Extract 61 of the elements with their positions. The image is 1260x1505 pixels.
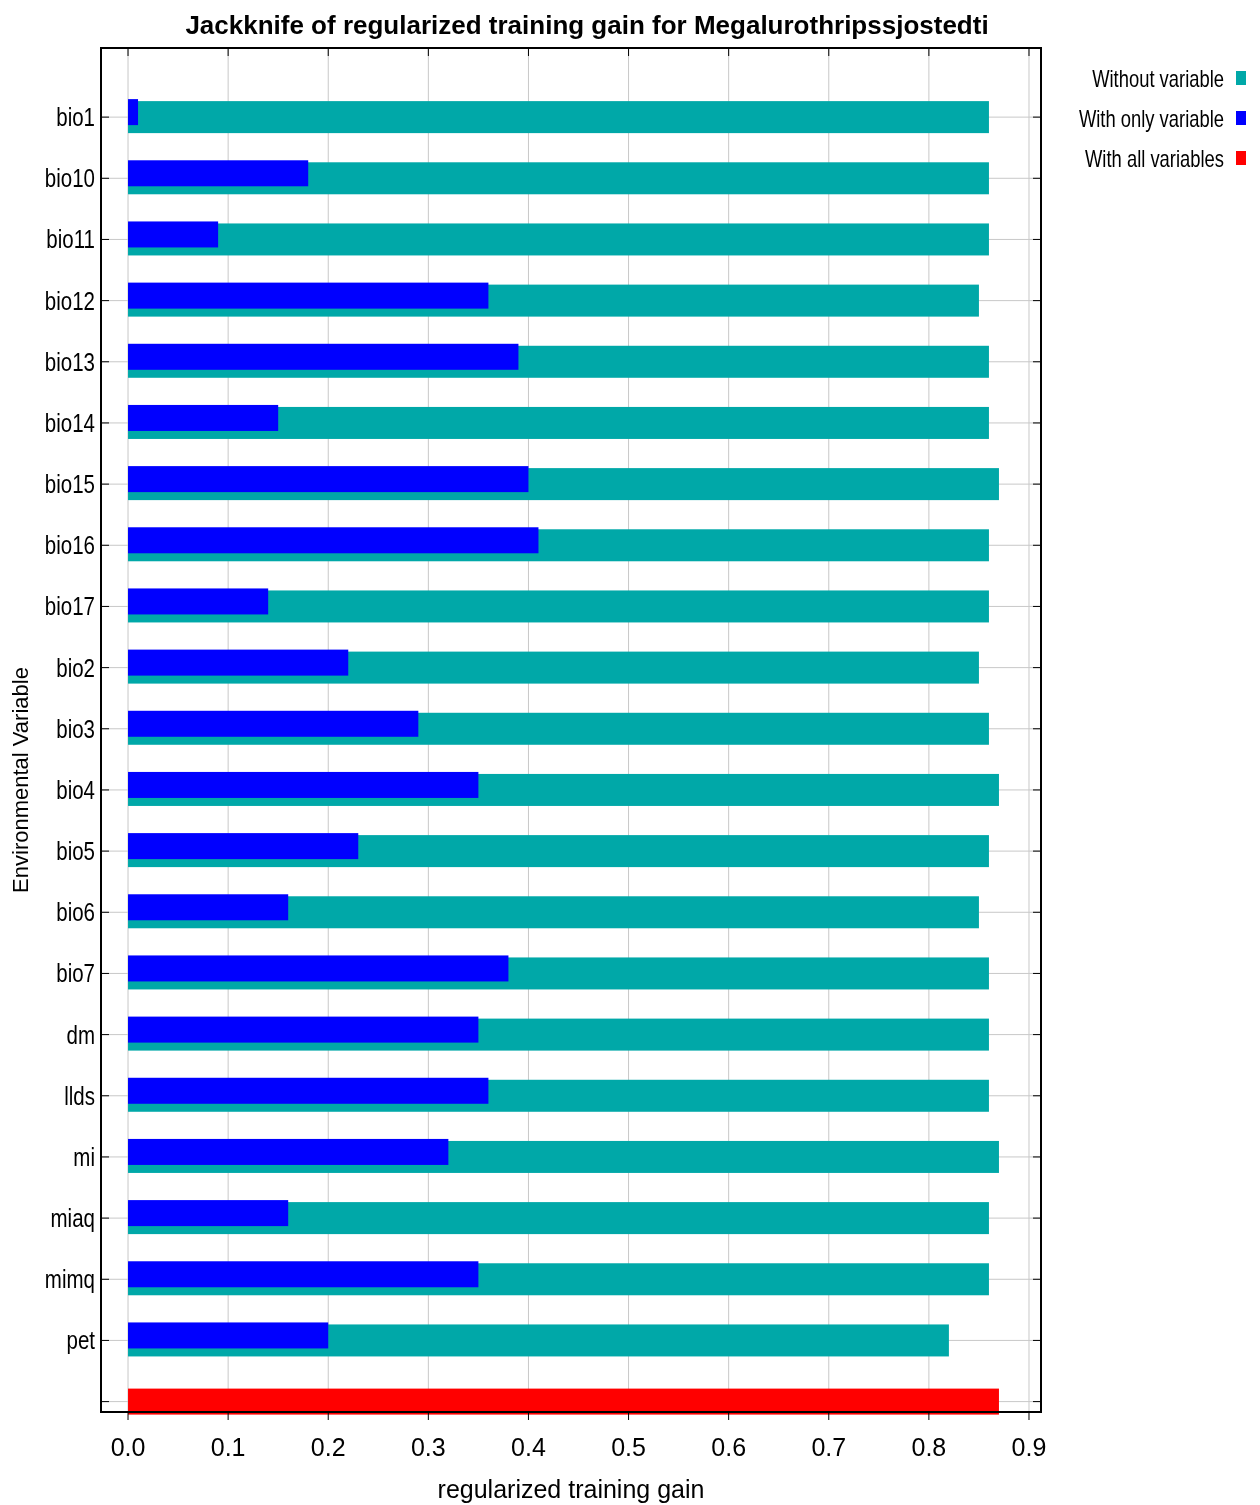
x-tick-label: 0.6 xyxy=(711,1433,747,1461)
y-tick-label: bio3 xyxy=(56,714,95,744)
y-axis-title: Environmental Variable xyxy=(8,667,33,893)
bar xyxy=(128,833,359,860)
bar xyxy=(128,1200,289,1227)
bar xyxy=(128,894,289,921)
legend-label: Without variable xyxy=(1092,66,1224,92)
x-tick-label: 0.2 xyxy=(310,1433,346,1461)
bar xyxy=(128,771,479,798)
bar xyxy=(128,649,349,676)
bar xyxy=(128,955,509,982)
bar xyxy=(128,223,989,256)
bar xyxy=(128,527,539,554)
y-tick-label: bio12 xyxy=(44,286,95,316)
y-tick-label: bio6 xyxy=(56,898,95,927)
y-tick-label: bio2 xyxy=(56,653,95,683)
bar xyxy=(128,1077,489,1104)
y-tick-label: mimq xyxy=(44,1265,95,1294)
legend-label: With all variables xyxy=(1085,146,1224,172)
x-tick-label: 0.7 xyxy=(811,1433,847,1461)
bar xyxy=(128,221,219,248)
x-axis-title: regularized training gain xyxy=(437,1475,705,1503)
x-tick-label: 0.4 xyxy=(511,1433,546,1461)
y-tick-label: bio11 xyxy=(46,225,95,254)
y-tick-label: bio17 xyxy=(44,592,95,621)
y-tick-label: bio10 xyxy=(44,164,95,193)
bar xyxy=(128,466,529,493)
y-tick-label: bio13 xyxy=(44,347,95,377)
x-tick-label: 0.8 xyxy=(911,1433,947,1461)
x-tick-label: 0.1 xyxy=(210,1433,246,1461)
legend-label: With only variable xyxy=(1078,106,1224,132)
bar xyxy=(128,1388,999,1415)
y-tick-label: bio14 xyxy=(44,408,96,438)
chart-title: Jackknife of regularized training gain for Megalurothripssjostedti xyxy=(185,10,989,40)
y-tick-label: llds xyxy=(64,1081,95,1111)
y-tick-label: bio16 xyxy=(44,531,95,560)
bar xyxy=(128,588,269,615)
bar xyxy=(128,282,489,309)
y-tick-label: bio5 xyxy=(56,837,95,866)
bar xyxy=(128,404,279,431)
y-tick-label: dm xyxy=(66,1020,95,1050)
bar xyxy=(128,343,519,370)
x-tick-label: 0.3 xyxy=(410,1433,446,1461)
y-tick-label: mi xyxy=(73,1142,95,1172)
bar xyxy=(128,710,419,737)
bar xyxy=(128,99,139,126)
bar xyxy=(128,1261,479,1288)
x-tick-label: 0.9 xyxy=(1011,1433,1047,1461)
y-tick-label: bio4 xyxy=(56,775,96,805)
y-tick-label: bio1 xyxy=(56,103,95,132)
bar xyxy=(128,1016,479,1043)
x-tick-label: 0.5 xyxy=(611,1433,646,1461)
y-tick-label: bio7 xyxy=(56,959,95,988)
x-tick-label: 0.0 xyxy=(110,1433,146,1461)
bar xyxy=(128,160,309,187)
y-tick-label: pet xyxy=(66,1326,96,1355)
bar xyxy=(128,1322,329,1349)
bar xyxy=(128,101,989,134)
bar xyxy=(128,1138,449,1165)
y-tick-label: bio15 xyxy=(44,470,95,499)
y-tick-label: miaq xyxy=(50,1204,95,1233)
